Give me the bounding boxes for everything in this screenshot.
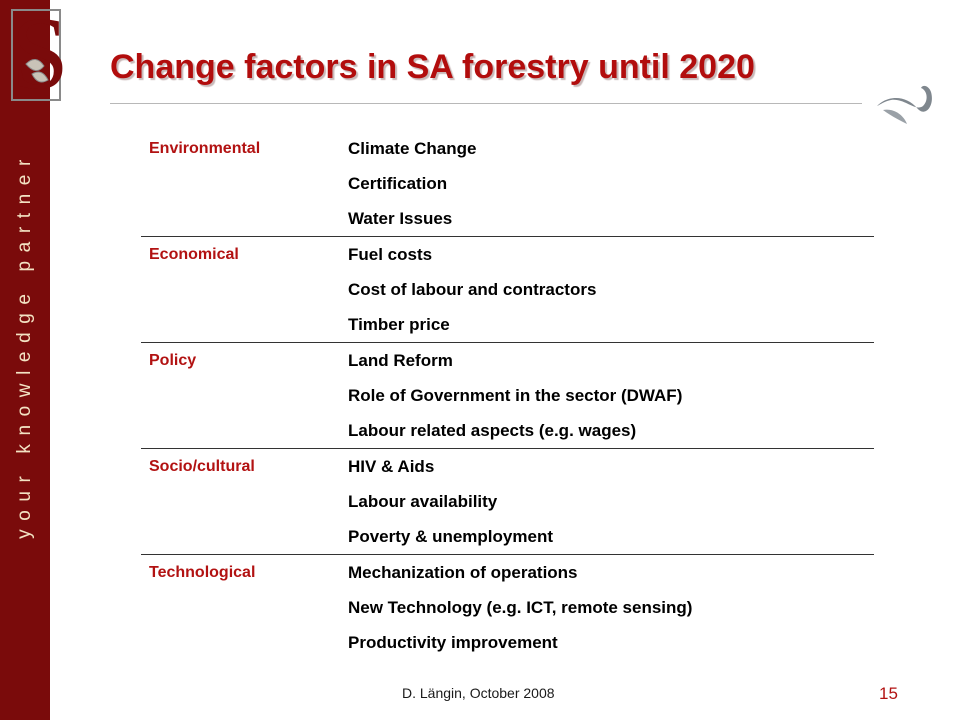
table-row: Role of Government in the sector (DWAF) [141, 378, 874, 413]
factor-item: Poverty & unemployment [348, 526, 553, 546]
table-row: Technological Mechanization of operations [141, 555, 874, 590]
factor-group: Economical Fuel costs Cost of labour and c… [141, 237, 874, 343]
factor-item: Productivity improvement [348, 632, 558, 652]
table-row: Timber price [141, 307, 874, 342]
title-divider [110, 103, 862, 104]
table-row: New Technology (e.g. ICT, remote sensing… [141, 590, 874, 625]
table-row: Water Issues [141, 201, 874, 236]
sidebar-tagline: your knowledge partner [14, 151, 35, 539]
table-row: Labour availability [141, 484, 874, 519]
factor-item: Mechanization of operations [348, 562, 578, 582]
table-row: Policy Land Reform [141, 343, 874, 378]
factor-item: Labour availability [348, 491, 498, 511]
factor-category: Socio/cultural [149, 457, 255, 475]
footer-credit: D. Längin, October 2008 [402, 685, 555, 701]
swirl-fish-icon [877, 85, 932, 124]
factor-item: Water Issues [348, 208, 453, 228]
factor-group: Policy Land Reform Role of Government in t… [141, 343, 874, 449]
table-row: Labour related aspects (e.g. wages) [141, 413, 874, 448]
factor-group: Environmental Climate Change Certification… [141, 131, 874, 237]
factor-category: Environmental [149, 139, 261, 157]
university-crest-logo: S [11, 2, 69, 102]
table-row: Cost of labour and contractors [141, 272, 874, 307]
page-title: Change factors in SA forestry until 2020 [110, 48, 755, 86]
table-row: Socio/cultural HIV & Aids [141, 449, 874, 484]
svg-text:S: S [11, 2, 69, 102]
factor-item: Labour related aspects (e.g. wages) [348, 420, 637, 440]
table-row: Environmental Climate Change [141, 131, 874, 166]
factor-category: Economical [149, 245, 239, 263]
table-row: Productivity improvement [141, 625, 874, 660]
table-row: Economical Fuel costs [141, 237, 874, 272]
factor-item: Cost of labour and contractors [348, 279, 597, 299]
table-row: Certification [141, 166, 874, 201]
change-factors-table: Environmental Climate Change Certification… [141, 131, 874, 660]
factor-item: Fuel costs [348, 244, 433, 264]
factor-item: New Technology (e.g. ICT, remote sensing… [348, 597, 693, 617]
brand-sidebar: your knowledge partner [0, 0, 50, 720]
factor-item: Role of Government in the sector (DWAF) [348, 385, 683, 405]
factor-group: Socio/cultural HIV & Aids Labour availabil… [141, 449, 874, 555]
factor-group: Technological Mechanization of operations… [141, 555, 874, 660]
factor-item: Climate Change [348, 138, 477, 158]
factor-item: Land Reform [348, 350, 453, 370]
factor-category: Policy [149, 351, 197, 369]
factor-item: Certification [348, 173, 448, 193]
factor-item: Timber price [348, 314, 450, 334]
factor-item: HIV & Aids [348, 456, 435, 476]
factor-category: Technological [149, 563, 256, 581]
table-row: Poverty & unemployment [141, 519, 874, 554]
page-number: 15 [879, 684, 898, 703]
